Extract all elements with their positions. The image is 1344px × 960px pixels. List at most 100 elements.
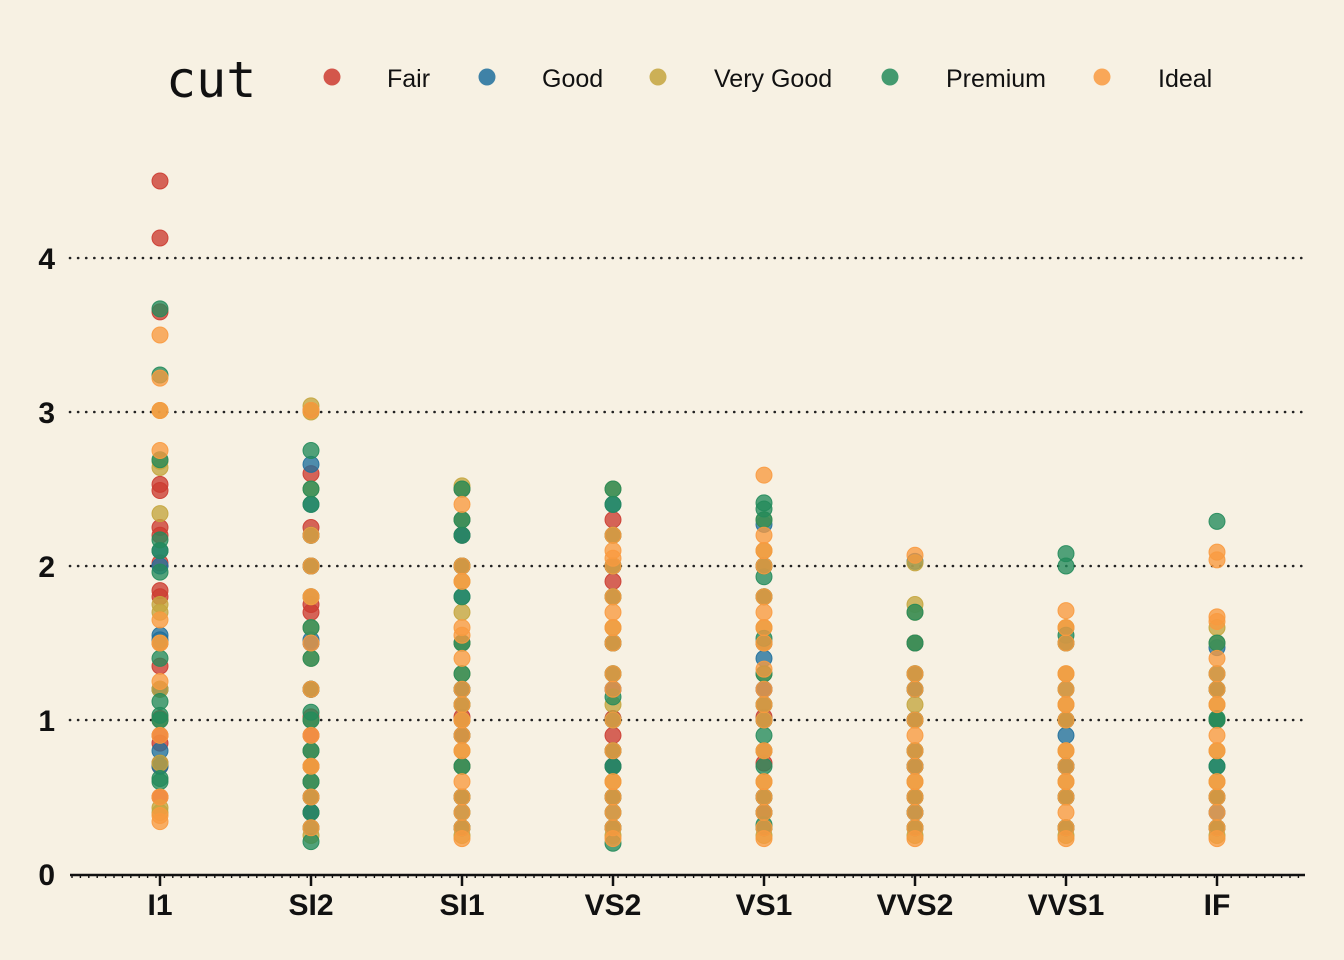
point-fair	[302, 603, 320, 621]
point-premium	[302, 773, 320, 791]
point-ideal	[1208, 788, 1226, 806]
points-layer	[151, 172, 1226, 852]
point-ideal	[1208, 830, 1226, 848]
point-premium	[453, 511, 471, 529]
point-premium	[302, 803, 320, 821]
point-very-good	[453, 603, 471, 621]
point-ideal	[906, 546, 924, 564]
point-premium	[453, 526, 471, 544]
point-ideal	[755, 619, 773, 637]
point-very-good	[151, 505, 169, 523]
point-ideal	[1208, 680, 1226, 698]
point-ideal	[302, 401, 320, 419]
point-ideal	[302, 680, 320, 698]
point-ideal	[755, 634, 773, 652]
point-ideal	[604, 526, 622, 544]
point-ideal	[604, 711, 622, 729]
point-fair	[604, 726, 622, 744]
point-ideal	[1208, 742, 1226, 760]
point-ideal	[302, 557, 320, 575]
point-ideal	[302, 634, 320, 652]
axis-layer: 0 1 2 3 4 I1 SI2 SI1 VS2 VS1 VVS2 VVS1 IF	[38, 243, 1305, 922]
point-ideal	[906, 665, 924, 683]
point-ideal	[1057, 773, 1075, 791]
point-ideal	[1208, 649, 1226, 667]
point-ideal	[906, 830, 924, 848]
point-fair	[151, 482, 169, 500]
x-tick-label: VVS2	[877, 889, 954, 922]
legend-label-ideal: Ideal	[1158, 65, 1212, 93]
point-ideal	[604, 742, 622, 760]
x-tick-label: SI2	[288, 889, 333, 922]
point-ideal	[1057, 757, 1075, 775]
point-ideal	[755, 830, 773, 848]
point-ideal	[604, 773, 622, 791]
legend-label-fair: Fair	[387, 65, 430, 93]
point-ideal	[604, 665, 622, 683]
point-premium	[151, 711, 169, 729]
point-ideal	[453, 680, 471, 698]
point-ideal	[1208, 612, 1226, 630]
point-premium	[453, 757, 471, 775]
point-ideal	[151, 726, 169, 744]
point-ideal	[1208, 665, 1226, 683]
point-ideal	[1057, 788, 1075, 806]
point-premium	[151, 300, 169, 318]
point-ideal	[302, 788, 320, 806]
point-ideal	[1057, 634, 1075, 652]
point-ideal	[755, 603, 773, 621]
y-tick-label: 3	[38, 397, 55, 430]
point-ideal	[755, 711, 773, 729]
point-ideal	[1208, 551, 1226, 569]
point-ideal	[906, 711, 924, 729]
point-premium	[755, 726, 773, 744]
point-premium	[1057, 557, 1075, 575]
point-ideal	[604, 603, 622, 621]
x-tick-label: VS1	[736, 889, 793, 922]
point-ideal	[755, 788, 773, 806]
point-ideal	[302, 588, 320, 606]
point-ideal	[604, 588, 622, 606]
point-ideal	[755, 742, 773, 760]
point-premium	[302, 649, 320, 667]
point-ideal	[302, 526, 320, 544]
point-ideal	[755, 557, 773, 575]
point-ideal	[151, 369, 169, 387]
point-fair	[151, 172, 169, 190]
legend-marker-ideal	[1093, 68, 1111, 86]
point-premium	[1208, 711, 1226, 729]
point-ideal	[151, 813, 169, 831]
point-ideal	[755, 542, 773, 560]
point-fair	[151, 229, 169, 247]
point-ideal	[453, 572, 471, 590]
point-ideal	[755, 660, 773, 678]
point-premium	[151, 563, 169, 581]
point-ideal	[604, 634, 622, 652]
point-ideal	[1057, 742, 1075, 760]
point-ideal	[906, 742, 924, 760]
y-tick-label: 4	[38, 243, 55, 276]
point-ideal	[906, 788, 924, 806]
point-ideal	[453, 626, 471, 644]
point-ideal	[604, 788, 622, 806]
x-tick-label: VS2	[585, 889, 642, 922]
point-ideal	[906, 757, 924, 775]
point-ideal	[453, 696, 471, 714]
point-ideal	[302, 726, 320, 744]
point-premium	[453, 480, 471, 498]
point-premium	[151, 542, 169, 560]
point-ideal	[604, 803, 622, 821]
point-ideal	[604, 680, 622, 698]
legend-marker-premium	[881, 68, 899, 86]
grid-layer	[68, 256, 1307, 722]
point-ideal	[151, 611, 169, 629]
point-ideal	[453, 742, 471, 760]
point-ideal	[755, 526, 773, 544]
point-ideal	[1057, 619, 1075, 637]
point-ideal	[604, 830, 622, 848]
point-premium	[151, 649, 169, 667]
legend-marker-fair	[323, 68, 341, 86]
point-ideal	[453, 495, 471, 513]
